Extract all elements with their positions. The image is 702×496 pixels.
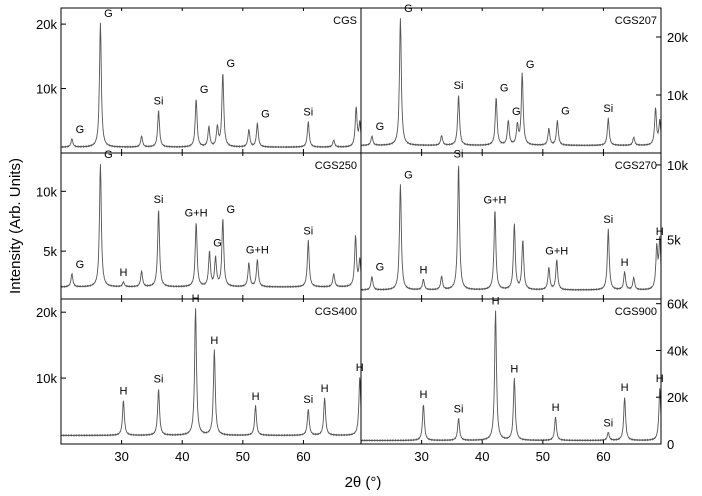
y-axis-label: Intensity (Arb. Units)	[7, 158, 24, 294]
panel-title: CGS400	[315, 306, 357, 318]
peak-label: Si	[154, 194, 164, 206]
peak-label: G	[213, 237, 222, 249]
panel-frame	[60, 298, 362, 445]
peak-label: H	[492, 296, 500, 308]
x-tick-label: 30	[414, 449, 428, 464]
panel-title: CGS270	[615, 160, 657, 172]
panel-title: CGS900	[615, 306, 657, 318]
peak-label: G	[526, 59, 535, 71]
peak-label: G	[200, 84, 209, 96]
panel-title: CGS	[333, 15, 357, 27]
peak-label: Si	[454, 403, 464, 415]
panel-frame	[60, 7, 362, 154]
panel-title: CGS250	[315, 160, 357, 172]
y-tick-label: 20k	[667, 390, 688, 405]
peak-label: H	[621, 257, 629, 269]
panel-cgs: G G Si G G G Si CGS 10k 20k	[36, 7, 362, 154]
y-tick-label: 5k	[667, 232, 681, 247]
peak-label: G	[376, 262, 385, 274]
peak-label: H	[419, 265, 427, 277]
peak-label: H	[510, 364, 518, 376]
y-tick-label: 10k	[667, 88, 688, 103]
panel-cgs250: G G H Si G+H G G G+H Si CGS250 5k 10k	[36, 149, 362, 300]
peak-label: G	[76, 259, 85, 271]
peak-label: H	[621, 382, 629, 394]
x-tick-label: 60	[596, 449, 610, 464]
peak-label: G	[76, 124, 85, 136]
peak-label: Si	[303, 106, 313, 118]
peak-label: H	[210, 335, 218, 347]
y-tick-label: 40k	[667, 343, 688, 358]
x-axis-label: 2θ (°)	[345, 474, 382, 491]
peak-label: G	[104, 8, 113, 20]
y-tick-label: 10k	[36, 371, 57, 386]
y-tick-label: 10k	[36, 184, 57, 199]
x-tick-label: 60	[296, 449, 310, 464]
y-tick-label: 20k	[36, 17, 57, 32]
peak-label: G+H	[246, 245, 269, 257]
panel-frame	[360, 7, 662, 154]
diffraction-trace	[360, 18, 662, 147]
diffraction-trace	[360, 310, 662, 442]
peak-label: H	[356, 362, 364, 374]
peak-label: G	[376, 121, 385, 133]
peak-label: H	[252, 391, 260, 403]
panel-cgs270: G G H Si G+H G+H Si H H CGS270 5k 10k	[360, 148, 688, 300]
peak-label: Si	[154, 374, 164, 386]
x-tick-label: 40	[175, 449, 189, 464]
peak-label: G	[227, 58, 236, 70]
diffraction-trace	[360, 165, 662, 292]
peak-label: Si	[603, 417, 613, 429]
peak-label: H	[321, 383, 329, 395]
x-tick-label: 50	[236, 449, 250, 464]
diffraction-trace	[60, 308, 362, 437]
peak-label: Si	[303, 225, 313, 237]
peak-label: G	[104, 149, 113, 161]
peak-label: H	[552, 402, 560, 414]
peak-label: G	[561, 106, 570, 118]
peak-label: Si	[303, 394, 313, 406]
peak-label: H	[419, 389, 427, 401]
panel-frame	[60, 152, 362, 300]
diffraction-trace	[60, 164, 362, 289]
peak-label: H	[656, 373, 664, 385]
panel-title: CGS207	[615, 15, 657, 27]
peak-label: H	[656, 226, 664, 238]
peak-label: Si	[454, 148, 464, 160]
y-tick-label: 5k	[43, 244, 57, 259]
peak-label: H	[119, 267, 127, 279]
x-tick-label: 50	[536, 449, 550, 464]
peak-label: H	[119, 386, 127, 398]
peak-label: G	[261, 108, 270, 120]
diffraction-trace	[60, 22, 362, 149]
peak-label: G	[500, 82, 509, 94]
y-tick-label: 0	[667, 437, 674, 452]
x-tick-label: 30	[114, 449, 128, 464]
y-tick-label: 20k	[36, 305, 57, 320]
peak-label: G+H	[483, 195, 506, 207]
peak-label: Si	[603, 103, 613, 115]
peak-label: G+H	[545, 245, 568, 257]
peak-label: G	[404, 169, 413, 181]
y-tick-label: 60k	[667, 297, 688, 312]
panel-frame	[360, 298, 662, 445]
peak-label: Si	[603, 214, 613, 226]
panel-cgs900: H Si H H H Si H H CGS900 0 20k 40k 60k 30 40 50 60	[360, 296, 688, 464]
x-tick-label: 40	[475, 449, 489, 464]
y-tick-label: 10k	[36, 82, 57, 97]
peak-label: G	[227, 204, 236, 216]
peak-label: Si	[454, 80, 464, 92]
peak-label: G	[404, 3, 413, 15]
peak-label: Si	[154, 95, 164, 107]
y-tick-label: 20k	[667, 30, 688, 45]
peak-label: G	[512, 106, 521, 118]
y-tick-label: 10k	[667, 158, 688, 173]
peak-label: G+H	[185, 207, 208, 219]
